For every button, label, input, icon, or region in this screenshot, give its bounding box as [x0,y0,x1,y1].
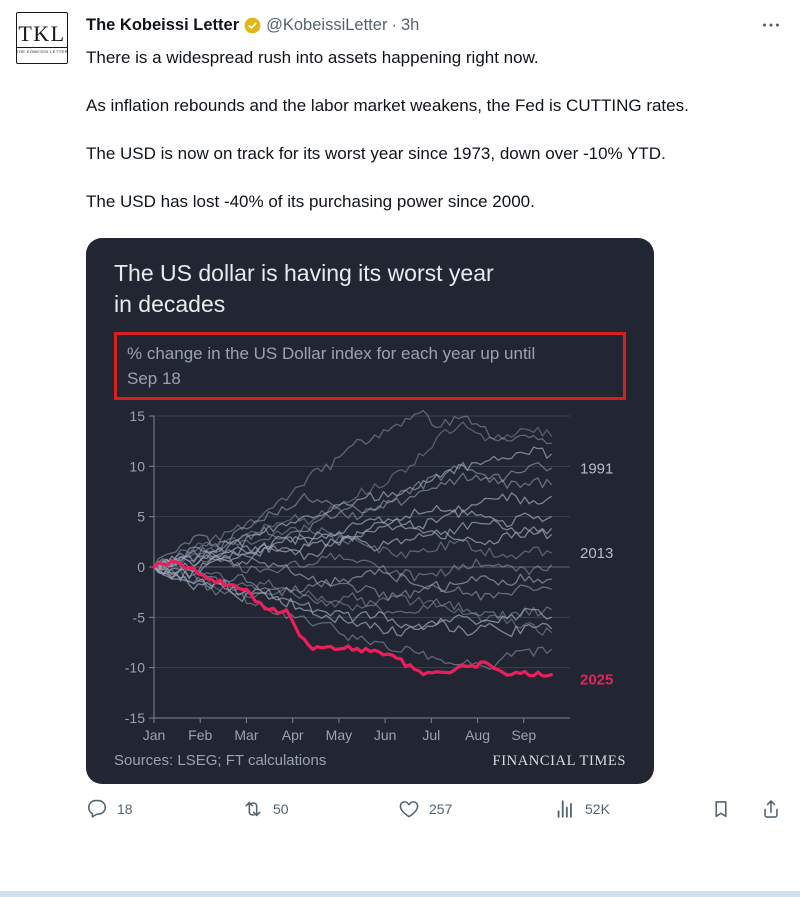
svg-text:May: May [326,727,352,743]
share-button[interactable] [760,798,782,820]
like-count: 257 [429,801,453,817]
tweet-timestamp[interactable]: 3h [400,16,420,34]
svg-text:Mar: Mar [234,727,258,743]
reply-count: 18 [117,801,133,817]
avatar[interactable]: TKL THE KOBEISSI LETTER [16,12,68,64]
reply-button[interactable]: 18 [86,798,242,820]
avatar-logo-subtext: THE KOBEISSI LETTER [16,46,68,54]
chart-source: Sources: LSEG; FT calculations [114,752,327,769]
svg-text:5: 5 [137,509,145,525]
chart-subtitle-line2: Sep 18 [127,369,181,388]
svg-text:-10: -10 [125,660,145,676]
views-button[interactable]: 52K [554,798,710,820]
engagement-bar: 18 50 257 52K [86,798,782,820]
svg-text:0: 0 [137,559,145,575]
tweet-header: The Kobeissi Letter @KobeissiLetter · 3h [86,12,784,38]
svg-text:2025: 2025 [580,672,613,689]
svg-text:Sep: Sep [511,727,536,743]
tweet-media-chart-card[interactable]: The US dollar is having its worst year i… [86,238,654,784]
svg-text:1991: 1991 [580,460,613,477]
svg-text:Jun: Jun [374,727,397,743]
svg-text:10: 10 [129,458,145,474]
like-button[interactable]: 257 [398,798,554,820]
next-tweet-media-edge [0,891,800,897]
bookmark-icon [715,801,727,818]
bookmark-button[interactable] [710,798,732,820]
more-button[interactable] [758,12,784,38]
chart-title-line2: in decades [114,291,226,317]
avatar-logo-text: TKL [18,20,66,46]
tweet-content: The Kobeissi Letter @KobeissiLetter · 3h… [86,12,784,820]
tweet-text-paragraph: There is a widespread rush into assets h… [86,48,539,67]
ellipsis-icon [763,23,779,27]
tweet-text-paragraph: As inflation rebounds and the labor mark… [86,96,689,115]
repost-icon [245,801,261,817]
tweet-text-paragraph: The USD is now on track for its worst ye… [86,144,666,163]
svg-text:Aug: Aug [465,727,490,743]
svg-text:Jul: Jul [422,727,440,743]
chart-footer: Sources: LSEG; FT calculations FINANCIAL… [114,752,626,770]
gold-verified-badge-icon [243,16,262,35]
chart-subtitle-line1: % change in the US Dollar index for each… [127,344,536,363]
tweet-article: TKL THE KOBEISSI LETTER The Kobeissi Let… [16,12,784,820]
svg-text:Apr: Apr [282,727,304,743]
analytics-bars-icon [557,800,572,818]
svg-text:15: 15 [129,408,145,424]
svg-text:-15: -15 [125,710,145,726]
author-handle[interactable]: @KobeissiLetter [266,16,388,34]
repost-count: 50 [273,801,289,817]
reply-icon [87,799,107,818]
views-count: 52K [585,801,610,817]
tweet-text-paragraph: The USD has lost -40% of its purchasing … [86,192,535,211]
engagement-right-group [710,798,782,820]
chart-title: The US dollar is having its worst year i… [114,258,626,320]
financial-times-logo: FINANCIAL TIMES [492,753,626,769]
share-icon [764,800,778,818]
repost-button[interactable]: 50 [242,798,398,820]
heart-icon [399,801,419,818]
chart-title-line1: The US dollar is having its worst year [114,260,494,286]
svg-text:-5: -5 [133,609,146,625]
meta-separator: · [391,16,397,34]
svg-text:Feb: Feb [188,727,212,743]
subtitle-highlight-box: % change in the US Dollar index for each… [114,332,626,400]
svg-text:2013: 2013 [580,545,613,562]
author-name[interactable]: The Kobeissi Letter [86,16,240,34]
svg-text:Jan: Jan [143,727,166,743]
